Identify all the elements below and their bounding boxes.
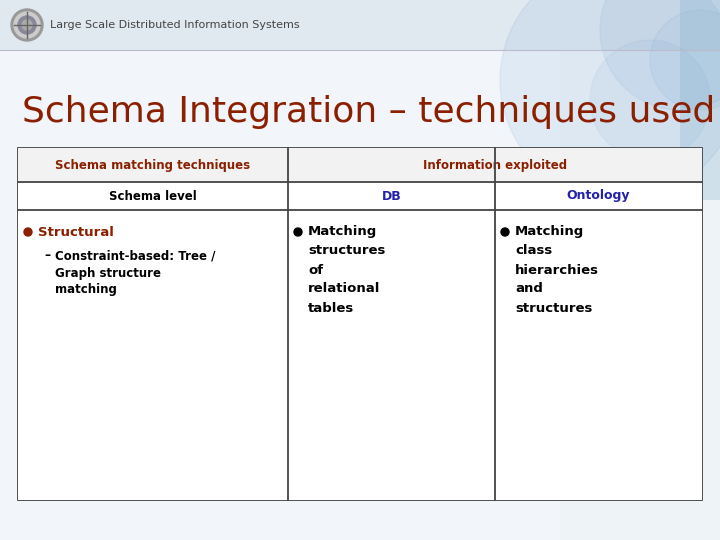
Text: Structural: Structural — [38, 226, 114, 239]
Circle shape — [600, 0, 720, 110]
Bar — [18, 148, 702, 182]
Text: Schema Integration – techniques used: Schema Integration – techniques used — [22, 95, 715, 129]
Text: relational: relational — [308, 282, 380, 295]
Text: hierarchies: hierarchies — [515, 264, 599, 276]
Circle shape — [14, 12, 40, 38]
Text: structures: structures — [515, 301, 593, 314]
Text: Ontology: Ontology — [567, 190, 630, 202]
Bar — [18, 148, 702, 500]
Text: Constraint-based: Tree /: Constraint-based: Tree / — [55, 249, 215, 262]
Text: matching: matching — [55, 284, 117, 296]
Bar — [18, 210, 288, 500]
Text: Matching: Matching — [308, 226, 377, 239]
Text: –: – — [44, 249, 50, 262]
Text: Matching: Matching — [515, 226, 584, 239]
Bar — [18, 182, 702, 210]
Circle shape — [294, 228, 302, 236]
Bar — [0, 0, 560, 540]
Bar — [288, 210, 495, 500]
Circle shape — [500, 0, 720, 200]
Circle shape — [650, 10, 720, 110]
Bar — [495, 210, 702, 500]
Bar — [0, 0, 720, 50]
Circle shape — [18, 16, 36, 34]
Text: of: of — [308, 264, 323, 276]
Text: Schema matching techniques: Schema matching techniques — [55, 159, 251, 172]
Circle shape — [22, 20, 32, 30]
Bar — [680, 0, 720, 200]
Text: DB: DB — [382, 190, 401, 202]
Text: tables: tables — [308, 301, 354, 314]
Text: structures: structures — [308, 245, 385, 258]
Circle shape — [11, 9, 43, 41]
Circle shape — [24, 228, 32, 236]
Text: Graph structure: Graph structure — [55, 267, 161, 280]
Text: Schema level: Schema level — [109, 190, 197, 202]
Circle shape — [590, 40, 710, 160]
Circle shape — [501, 228, 509, 236]
Text: Information exploited: Information exploited — [423, 159, 567, 172]
Text: class: class — [515, 245, 552, 258]
Text: and: and — [515, 282, 543, 295]
Text: Large Scale Distributed Information Systems: Large Scale Distributed Information Syst… — [50, 20, 300, 30]
